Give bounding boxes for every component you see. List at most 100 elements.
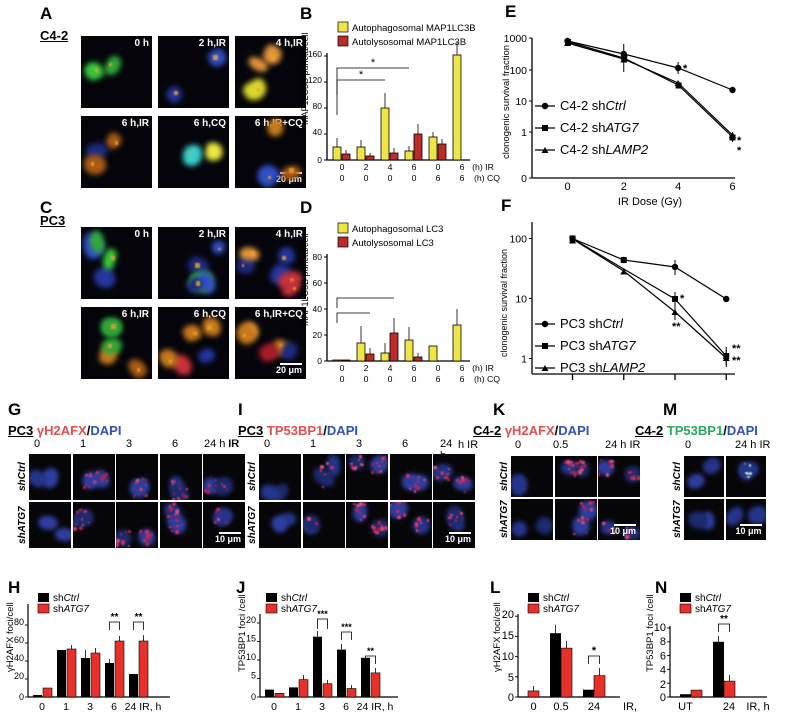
svg-text:0: 0 <box>412 173 417 183</box>
svg-text:4: 4 <box>660 665 666 677</box>
svg-text:clonogenic survival fraction: clonogenic survival fraction <box>501 45 512 159</box>
svg-text:6: 6 <box>729 181 735 193</box>
svg-text:3: 3 <box>319 701 325 713</box>
svg-text:**: ** <box>367 646 375 656</box>
svg-text:shCtrl: shCtrl <box>695 593 722 604</box>
svg-text:6: 6 <box>460 173 465 183</box>
svg-text:0: 0 <box>388 173 393 183</box>
svg-text:10: 10 <box>502 651 514 663</box>
svg-text:Autophagosomal LC3: Autophagosomal LC3 <box>352 224 443 235</box>
svg-text:6: 6 <box>460 374 465 384</box>
svg-text:0: 0 <box>660 692 666 704</box>
svg-text:PC3 shCtrl: PC3 shCtrl <box>560 316 624 331</box>
svg-text:0: 0 <box>364 374 369 384</box>
svg-text:C4-2 shLAMP2: C4-2 shLAMP2 <box>560 142 649 157</box>
svg-text:0.5: 0.5 <box>553 701 568 713</box>
svg-text:3: 3 <box>87 701 93 713</box>
svg-text:Autolysosomal LC3: Autolysosomal LC3 <box>352 238 434 249</box>
svg-text:**: ** <box>135 612 143 623</box>
svg-text:TP53BP1 foci /cell: TP53BP1 foci /cell <box>237 594 248 672</box>
svg-text:0: 0 <box>436 363 441 373</box>
svg-text:0: 0 <box>251 692 256 702</box>
svg-text:shCtrl: shCtrl <box>281 593 308 604</box>
svg-text:80: 80 <box>313 252 323 262</box>
svg-text:0: 0 <box>340 363 345 373</box>
svg-text:shATG7: shATG7 <box>543 604 579 615</box>
svg-text:0: 0 <box>364 173 369 183</box>
svg-text:MAP1LC3B puncta/cell: MAP1LC3B puncta/cell <box>300 32 310 125</box>
svg-text:Autophagosomal MAP1LC3B: Autophagosomal MAP1LC3B <box>352 23 476 34</box>
svg-text:0: 0 <box>19 692 24 702</box>
svg-text:0: 0 <box>271 701 277 713</box>
svg-text:0: 0 <box>564 181 570 193</box>
svg-text:4: 4 <box>388 363 393 373</box>
svg-text:C4-2 shCtrl: C4-2 shCtrl <box>560 98 627 113</box>
svg-text:24: 24 <box>588 701 600 713</box>
svg-text:C4-2 shATG7: C4-2 shATG7 <box>560 120 639 135</box>
svg-text:0: 0 <box>521 173 527 185</box>
svg-text:60: 60 <box>313 278 323 288</box>
svg-text:24 IR, h: 24 IR, h <box>125 701 162 713</box>
svg-text:4: 4 <box>675 181 681 193</box>
svg-text:0: 0 <box>39 701 45 713</box>
svg-text:2: 2 <box>660 679 666 691</box>
svg-text:**: ** <box>720 614 728 625</box>
svg-text:0: 0 <box>436 162 441 172</box>
svg-text:(h) CQ: (h) CQ <box>474 374 500 384</box>
svg-text:0: 0 <box>317 356 322 366</box>
svg-text:*: * <box>683 63 688 75</box>
svg-text:(h) CQ: (h) CQ <box>474 173 500 183</box>
svg-text:1: 1 <box>521 127 527 139</box>
svg-text:6: 6 <box>436 374 441 384</box>
svg-text:6: 6 <box>460 162 465 172</box>
svg-text:6: 6 <box>343 701 349 713</box>
svg-text:Autolysosomal MAP1LC3B: Autolysosomal MAP1LC3B <box>352 37 466 48</box>
svg-text:*: * <box>371 57 376 69</box>
svg-text:0: 0 <box>317 155 322 165</box>
svg-text:10: 10 <box>515 96 527 108</box>
svg-text:*: * <box>737 145 742 157</box>
svg-text:0: 0 <box>340 374 345 384</box>
svg-text:UT: UT <box>678 701 693 713</box>
svg-text:20: 20 <box>313 330 323 340</box>
svg-text:40: 40 <box>313 304 323 314</box>
svg-text:6: 6 <box>660 650 666 662</box>
svg-text:shCtrl: shCtrl <box>543 593 570 604</box>
svg-text:2: 2 <box>364 162 369 172</box>
svg-text:γH2AFX foci/cell: γH2AFX foci/cell <box>5 602 16 672</box>
svg-text:**: ** <box>111 612 119 623</box>
svg-text:2: 2 <box>621 181 627 193</box>
svg-text:6: 6 <box>412 162 417 172</box>
svg-text:2: 2 <box>364 363 369 373</box>
svg-text:γH2AFX foci/cell: γH2AFX foci/cell <box>492 602 503 672</box>
svg-text:shCtrl: shCtrl <box>53 593 80 604</box>
svg-text:0: 0 <box>530 701 536 713</box>
svg-text:24 IR, h: 24 IR, h <box>357 701 394 713</box>
svg-text:0: 0 <box>388 374 393 384</box>
svg-text:***: *** <box>317 609 328 619</box>
svg-text:5: 5 <box>508 672 514 684</box>
svg-text:***: *** <box>341 622 352 632</box>
svg-text:IR, h: IR, h <box>746 701 769 713</box>
svg-text:6: 6 <box>436 173 441 183</box>
svg-text:shATG7: shATG7 <box>53 604 89 615</box>
svg-text:*: * <box>680 293 685 305</box>
svg-text:MAP1LC3B puncta/cell: MAP1LC3B puncta/cell <box>300 233 310 326</box>
svg-text:PC3 shATG7: PC3 shATG7 <box>560 338 636 353</box>
svg-text:6: 6 <box>460 363 465 373</box>
svg-text:*: * <box>359 69 364 81</box>
svg-text:24: 24 <box>723 701 735 713</box>
svg-text:(h) IR: (h) IR <box>472 363 494 373</box>
svg-text:shATG7: shATG7 <box>281 604 317 615</box>
svg-text:1: 1 <box>295 701 301 713</box>
svg-text:20: 20 <box>502 609 514 621</box>
svg-text:1: 1 <box>63 701 69 713</box>
svg-text:*: * <box>592 645 597 657</box>
svg-text:0: 0 <box>508 692 514 704</box>
svg-text:5: 5 <box>251 671 256 681</box>
svg-text:**: ** <box>732 343 741 355</box>
svg-text:0: 0 <box>340 162 345 172</box>
svg-text:8: 8 <box>660 636 666 648</box>
svg-text:**: ** <box>672 321 681 333</box>
svg-text:4: 4 <box>388 162 393 172</box>
